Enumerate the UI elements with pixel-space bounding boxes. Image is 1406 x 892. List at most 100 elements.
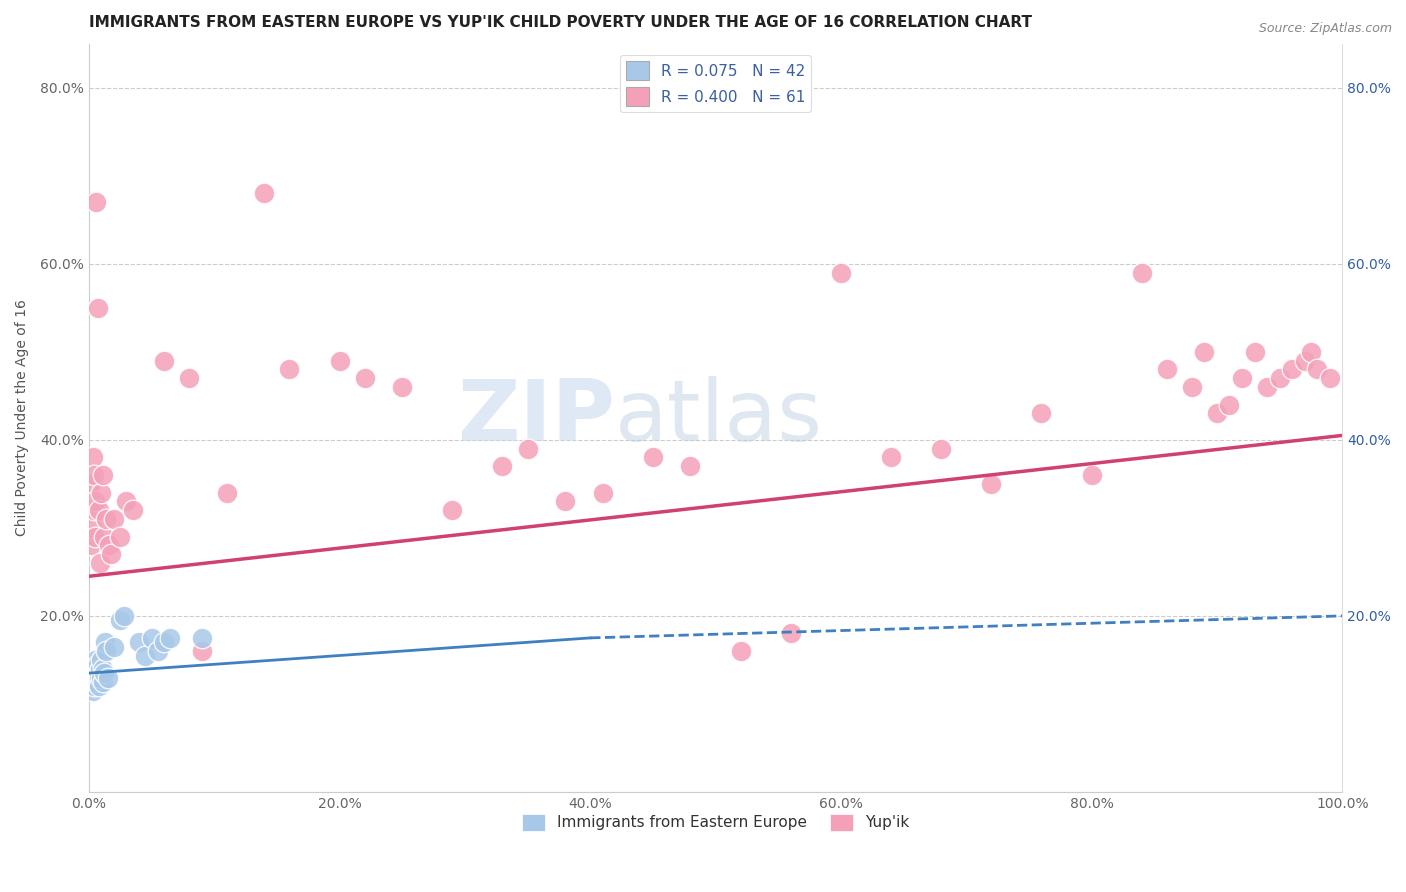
Point <box>679 459 702 474</box>
Point <box>1206 406 1229 420</box>
Point <box>83 468 105 483</box>
Point <box>86 662 108 676</box>
Point <box>278 362 301 376</box>
Point <box>215 485 238 500</box>
Point <box>328 353 350 368</box>
Point <box>83 671 105 685</box>
Point <box>79 662 101 676</box>
Point <box>93 666 115 681</box>
Point <box>97 671 120 685</box>
Point <box>1156 362 1178 376</box>
Point <box>89 556 111 570</box>
Point <box>86 195 108 210</box>
Point <box>86 657 108 672</box>
Point <box>79 476 101 491</box>
Point <box>190 644 212 658</box>
Point <box>1243 344 1265 359</box>
Point <box>86 666 108 681</box>
Point <box>82 450 104 465</box>
Point <box>82 521 104 535</box>
Point <box>592 485 614 500</box>
Point <box>1299 344 1322 359</box>
Point <box>1218 398 1240 412</box>
Point <box>179 371 201 385</box>
Point <box>94 635 117 649</box>
Point <box>82 679 104 693</box>
Point <box>134 648 156 663</box>
Point <box>83 666 105 681</box>
Legend: Immigrants from Eastern Europe, Yup'ik: Immigrants from Eastern Europe, Yup'ik <box>516 808 915 837</box>
Point <box>103 640 125 654</box>
Point <box>1194 344 1216 359</box>
Point <box>121 503 143 517</box>
Point <box>80 657 103 672</box>
Point <box>84 494 107 508</box>
Point <box>830 266 852 280</box>
Point <box>90 671 112 685</box>
Point <box>1031 406 1053 420</box>
Text: ZIP: ZIP <box>457 376 616 459</box>
Point <box>1268 371 1291 385</box>
Point <box>83 503 105 517</box>
Point <box>1230 371 1253 385</box>
Point <box>880 450 903 465</box>
Point <box>1130 266 1153 280</box>
Point <box>1080 468 1102 483</box>
Point <box>87 679 110 693</box>
Point <box>100 547 122 561</box>
Point <box>82 662 104 676</box>
Point <box>128 635 150 649</box>
Point <box>980 476 1002 491</box>
Point <box>253 186 276 201</box>
Point <box>91 662 114 676</box>
Point <box>779 626 801 640</box>
Point <box>97 539 120 553</box>
Point <box>516 442 538 456</box>
Point <box>1281 362 1303 376</box>
Point <box>115 494 138 508</box>
Text: Source: ZipAtlas.com: Source: ZipAtlas.com <box>1258 22 1392 36</box>
Point <box>87 671 110 685</box>
Point <box>84 653 107 667</box>
Point <box>91 468 114 483</box>
Point <box>93 530 115 544</box>
Point <box>1256 380 1278 394</box>
Text: IMMIGRANTS FROM EASTERN EUROPE VS YUP'IK CHILD POVERTY UNDER THE AGE OF 16 CORRE: IMMIGRANTS FROM EASTERN EUROPE VS YUP'IK… <box>89 15 1032 30</box>
Point <box>108 613 131 627</box>
Point <box>90 653 112 667</box>
Point <box>730 644 752 658</box>
Point <box>929 442 952 456</box>
Text: atlas: atlas <box>616 376 824 459</box>
Point <box>84 671 107 685</box>
Point <box>89 662 111 676</box>
Point <box>87 503 110 517</box>
Point <box>641 450 664 465</box>
Point <box>1294 353 1316 368</box>
Point <box>79 679 101 693</box>
Point <box>159 631 181 645</box>
Point <box>90 485 112 500</box>
Point <box>441 503 464 517</box>
Point <box>190 631 212 645</box>
Point <box>84 657 107 672</box>
Point <box>80 666 103 681</box>
Point <box>1306 362 1329 376</box>
Point <box>153 635 176 649</box>
Point <box>353 371 375 385</box>
Point <box>80 539 103 553</box>
Point <box>491 459 513 474</box>
Point <box>82 683 104 698</box>
Point <box>146 644 169 658</box>
Point <box>554 494 576 508</box>
Point <box>391 380 413 394</box>
Point <box>153 353 176 368</box>
Y-axis label: Child Poverty Under the Age of 16: Child Poverty Under the Age of 16 <box>15 300 30 536</box>
Point <box>96 512 118 526</box>
Point <box>86 301 108 315</box>
Point <box>91 674 114 689</box>
Point <box>83 674 105 689</box>
Point <box>141 631 163 645</box>
Point <box>84 530 107 544</box>
Point <box>96 644 118 658</box>
Point <box>79 671 101 685</box>
